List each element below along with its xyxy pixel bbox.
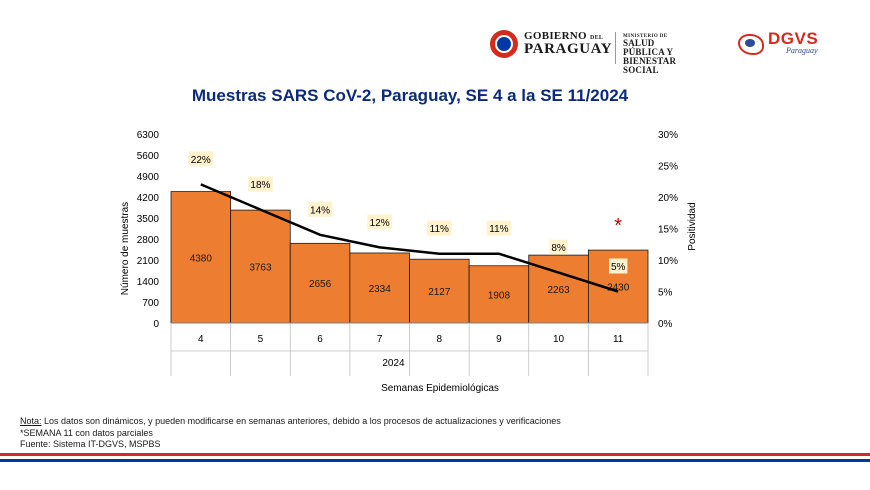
note-line2: *SEMANA 11 con datos parciales <box>20 427 153 438</box>
bar <box>170 191 232 324</box>
flag-white-stripe <box>0 456 870 459</box>
logo-divider <box>615 32 616 64</box>
y-tick-label: 4200 <box>137 193 160 204</box>
y-tick-label: 3500 <box>137 214 160 225</box>
chart: 0 700 1400 2100 2800 3500 4200 4900 5600 6300 0% 5%… <box>120 130 698 394</box>
bar-value-label: 2263 <box>547 285 570 296</box>
y-tick-label: 700 <box>142 298 159 309</box>
y-tick-label: 4900 <box>137 172 160 183</box>
positivity-label-bg <box>367 214 392 230</box>
y2-tick-label: 0% <box>658 319 673 330</box>
y2-tick-label: 15% <box>658 225 678 236</box>
bar-value-label: 4380 <box>190 253 213 264</box>
x-tick-label: 6 <box>317 334 323 345</box>
x-tick-label: 11 <box>613 334 624 345</box>
dgvs-map-icon <box>736 31 766 55</box>
ministry-line2: BIENESTAR SOCIAL <box>623 56 677 75</box>
gov-line1-small: DEL <box>589 35 604 41</box>
positivity-label: 14% <box>310 205 330 216</box>
gov-line1: GOBIERNO <box>524 30 587 42</box>
y2-tick-label: 5% <box>658 288 673 299</box>
positivity-label-bg <box>608 258 628 274</box>
x-tick-label: 9 <box>496 334 502 345</box>
paraguay-seal-icon <box>490 30 518 58</box>
partial-data-asterisk: * <box>614 215 622 237</box>
bar-value-label: 3763 <box>249 263 272 274</box>
x-tick-label: 8 <box>437 334 443 345</box>
positivity-label: 11% <box>430 224 449 235</box>
flag-stripe <box>0 453 870 462</box>
y-tick-label: 1400 <box>137 277 160 288</box>
gov-line2: PARAGUAY <box>524 41 613 57</box>
bar-value-label: 2656 <box>309 279 332 290</box>
positivity-label-bg <box>188 151 214 167</box>
note-label: Nota: <box>20 416 42 426</box>
y2-axis-title: Positividad <box>687 202 698 250</box>
ministerio-logo: MINISTERIO DE SALUD PÚBLICA Y BIENESTAR … <box>623 34 676 75</box>
bar <box>468 265 530 324</box>
note-line1: Los datos son dinámicos, y pueden modifi… <box>41 416 561 426</box>
positivity-label-bg <box>486 220 512 236</box>
bar-value-label: 2334 <box>369 284 392 295</box>
x-tick-label: 4 <box>198 334 204 345</box>
y2-tick-label: 10% <box>658 256 678 267</box>
positivity-label: 5% <box>611 262 626 273</box>
x-group-label: 2024 <box>382 358 405 369</box>
positivity-label-bg <box>549 239 568 255</box>
positivity-label: 22% <box>191 155 211 166</box>
bar <box>349 252 410 324</box>
x-axis-title: Semanas Epidemiológicas <box>381 383 499 394</box>
gobierno-logo: GOBIERNO DEL PARAGUAY <box>490 30 612 58</box>
dgvs-subtitle: Paraguay <box>786 46 818 55</box>
positivity-label: 12% <box>370 218 390 229</box>
dgvs-logo: DGVS Paraguay <box>736 30 818 55</box>
y-tick-label: 5600 <box>137 151 160 162</box>
bar <box>289 242 351 324</box>
y-tick-label: 2800 <box>137 235 160 246</box>
ministry-label: MINISTERIO DE <box>623 34 668 39</box>
x-tick-label: 7 <box>377 334 383 345</box>
y-tick-label: 2100 <box>137 256 160 267</box>
positivity-line <box>200 183 619 293</box>
y-axis-title: Número de muestras <box>120 202 131 295</box>
note-source: Fuente: Sistema IT-DGVS, MSPBS <box>20 439 161 449</box>
positivity-label-bg <box>307 201 333 217</box>
y-tick-label: 6300 <box>137 130 160 141</box>
y2-tick-label: 25% <box>658 162 678 173</box>
bar-value-label: 2430 <box>607 283 630 294</box>
x-tick-label: 5 <box>258 334 264 345</box>
positivity-label-bg <box>248 176 273 192</box>
flag-blue-stripe <box>0 459 870 462</box>
ministry-line1: SALUD PÚBLICA Y <box>623 38 674 57</box>
bar-value-label: 1908 <box>488 290 511 301</box>
y2-tick-label: 30% <box>658 130 678 141</box>
flag-red-stripe <box>0 453 870 456</box>
dgvs-title: DGVS <box>768 29 819 48</box>
x-tick-label: 10 <box>553 334 565 345</box>
positivity-label-bg <box>427 220 452 236</box>
positivity-label: 8% <box>551 243 566 254</box>
chart-title: Muestras SARS CoV-2, Paraguay, SE 4 a la… <box>191 86 629 105</box>
positivity-label: 11% <box>489 224 508 235</box>
y2-tick-label: 20% <box>658 193 678 204</box>
bar <box>409 258 470 324</box>
positivity-label: 18% <box>250 180 270 191</box>
bar-value-label: 2127 <box>428 287 451 298</box>
notes: Nota: Los datos son dinámicos, y pueden … <box>20 416 561 451</box>
y-tick-label: 0 <box>153 319 159 330</box>
